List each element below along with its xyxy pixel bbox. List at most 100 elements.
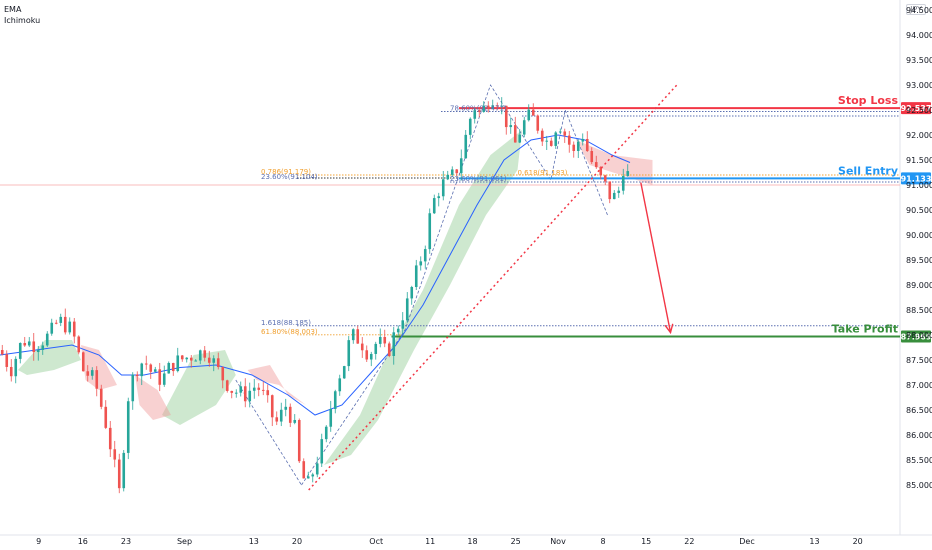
- candle-body: [482, 105, 486, 112]
- candle-body: [185, 357, 189, 360]
- candle-body: [270, 395, 274, 418]
- fib-label-0: 78.60%(92.471): [450, 105, 507, 113]
- y-tick-label: 86.500: [906, 406, 932, 415]
- candle-body: [36, 349, 40, 353]
- candle-body: [599, 167, 603, 176]
- candle-body: [590, 151, 594, 163]
- legend-ichimoku[interactable]: Ichimoku: [4, 16, 41, 25]
- candle-body: [140, 363, 144, 377]
- candle-body: [513, 125, 517, 143]
- y-tick-label: 86.000: [906, 431, 932, 440]
- projection-arrow-head: [664, 323, 674, 335]
- candle-body: [536, 115, 540, 131]
- candle-body: [576, 141, 580, 151]
- candle-body: [617, 190, 621, 193]
- candle-body: [176, 355, 180, 372]
- candle-body: [491, 105, 495, 109]
- candle-body: [414, 265, 418, 288]
- x-tick-label: 25: [511, 537, 521, 546]
- candle-body: [27, 341, 31, 346]
- candle-body: [567, 135, 571, 145]
- x-tick-label: Sep: [177, 537, 192, 546]
- x-tick-label: Dec: [739, 537, 754, 546]
- x-tick-label: 9: [36, 537, 41, 546]
- candle-body: [230, 390, 234, 393]
- fib-label-2: 23.60%(91.104): [261, 173, 318, 181]
- projection-arrow: [640, 182, 672, 333]
- candle-body: [531, 109, 535, 116]
- y-tick-label: 87.500: [906, 356, 932, 365]
- ichimoku-cloud-bear-2: [247, 365, 306, 405]
- x-tick-label: 20: [292, 537, 302, 546]
- candle-body: [216, 358, 220, 368]
- candle-body: [423, 249, 427, 262]
- candle-body: [369, 353, 373, 360]
- candle-body: [477, 110, 481, 112]
- candle-body: [50, 322, 54, 334]
- candle-body: [234, 392, 238, 394]
- candle-body: [171, 362, 175, 372]
- candle-body: [149, 364, 153, 372]
- candle-body: [473, 110, 477, 119]
- candle-body: [428, 213, 432, 250]
- candle-body: [374, 343, 378, 354]
- candle-body: [9, 366, 13, 377]
- candle-body: [180, 355, 184, 360]
- ichimoku-cloud-bear-3: [576, 140, 653, 185]
- candle-body: [14, 358, 18, 377]
- legend-ema[interactable]: EMA: [4, 5, 22, 14]
- candle-body: [302, 461, 306, 479]
- x-tick-label: 20: [853, 537, 863, 546]
- candle-body: [338, 378, 342, 392]
- candle-body: [446, 174, 450, 180]
- candle-body: [450, 169, 454, 175]
- candle-body: [288, 406, 292, 423]
- candle-body: [248, 390, 252, 402]
- candle-body: [207, 357, 211, 363]
- y-tick-label: 94.500: [906, 6, 932, 15]
- candle-body: [401, 320, 405, 329]
- y-tick-label: 94.000: [906, 31, 932, 40]
- candle-body: [225, 380, 229, 391]
- candle-body: [500, 105, 504, 107]
- level-label-1: Sell Entry: [838, 164, 898, 177]
- candle-body: [509, 125, 513, 128]
- candle-body: [212, 358, 216, 363]
- candle-body: [203, 350, 207, 358]
- y-tick-label: 88.000: [906, 331, 932, 340]
- x-tick-label: 23: [121, 537, 131, 546]
- candle-body: [594, 162, 598, 168]
- x-tick-label: 15: [641, 537, 651, 546]
- currency-label: JPY: [906, 4, 926, 15]
- candle-body: [504, 105, 508, 128]
- indicator-legend: EMA Ichimoku: [4, 4, 40, 26]
- candle-body: [113, 449, 117, 460]
- y-tick-label: 89.500: [906, 256, 932, 265]
- price-tag-1: [901, 172, 931, 185]
- candle-body: [95, 370, 99, 389]
- fib-label-4: 23.60%(91.061): [450, 175, 507, 183]
- candle-body: [441, 179, 445, 197]
- candle-body: [104, 406, 108, 428]
- candle-body: [108, 427, 112, 450]
- candle-body: [464, 134, 468, 159]
- candle-body: [144, 363, 148, 365]
- candle-body: [18, 343, 22, 359]
- y-tick-label: 93.500: [906, 56, 932, 65]
- candle-body: [86, 371, 90, 376]
- candle-body: [167, 362, 171, 374]
- candle-body: [540, 130, 544, 142]
- candle-body: [293, 419, 297, 423]
- candle-body: [99, 388, 103, 407]
- candle-body: [279, 409, 283, 422]
- candle-body: [554, 132, 558, 146]
- x-tick-label: 8: [600, 537, 605, 546]
- fib-label-1: 0.786(91.179): [261, 168, 311, 176]
- candle-body: [0, 350, 4, 355]
- ichimoku-cloud-bull-1: [162, 350, 236, 425]
- y-tick-label: 89.000: [906, 281, 932, 290]
- candle-body: [396, 328, 400, 333]
- price-tag-label-2: 87.969: [901, 333, 932, 342]
- price-tag-label-0: 92.537: [901, 104, 932, 113]
